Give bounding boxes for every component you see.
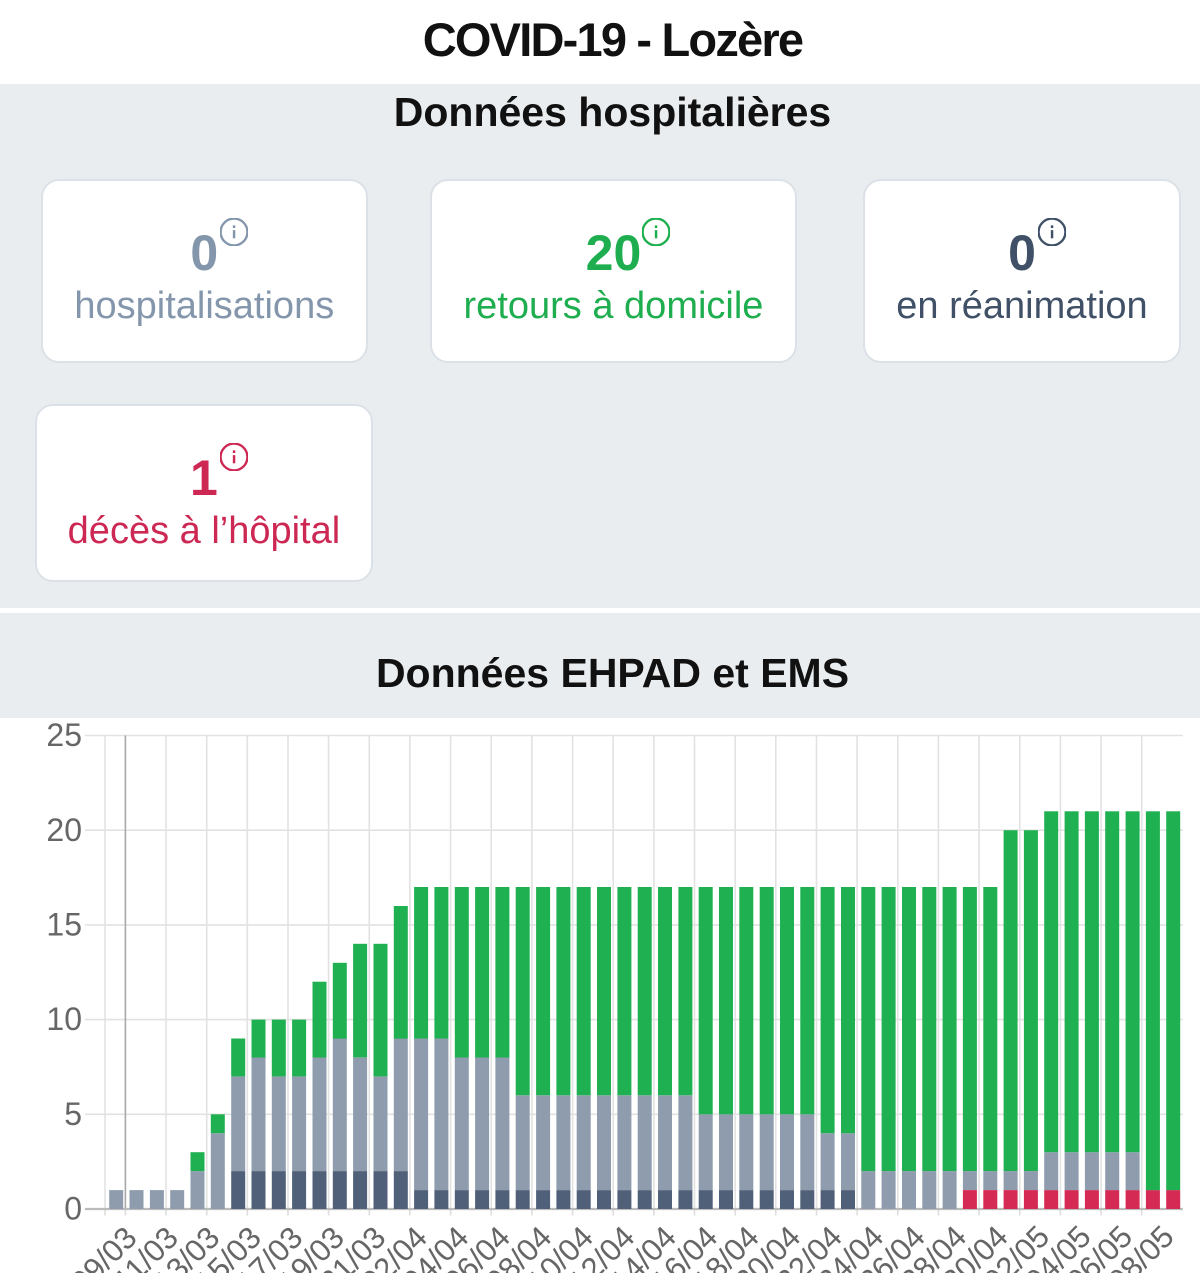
svg-text:25: 25: [46, 717, 82, 753]
svg-text:15: 15: [46, 907, 82, 943]
svg-text:5: 5: [64, 1096, 82, 1132]
svg-text:20: 20: [46, 812, 82, 848]
svg-text:0: 0: [64, 1191, 82, 1227]
svg-text:10: 10: [46, 1001, 82, 1037]
